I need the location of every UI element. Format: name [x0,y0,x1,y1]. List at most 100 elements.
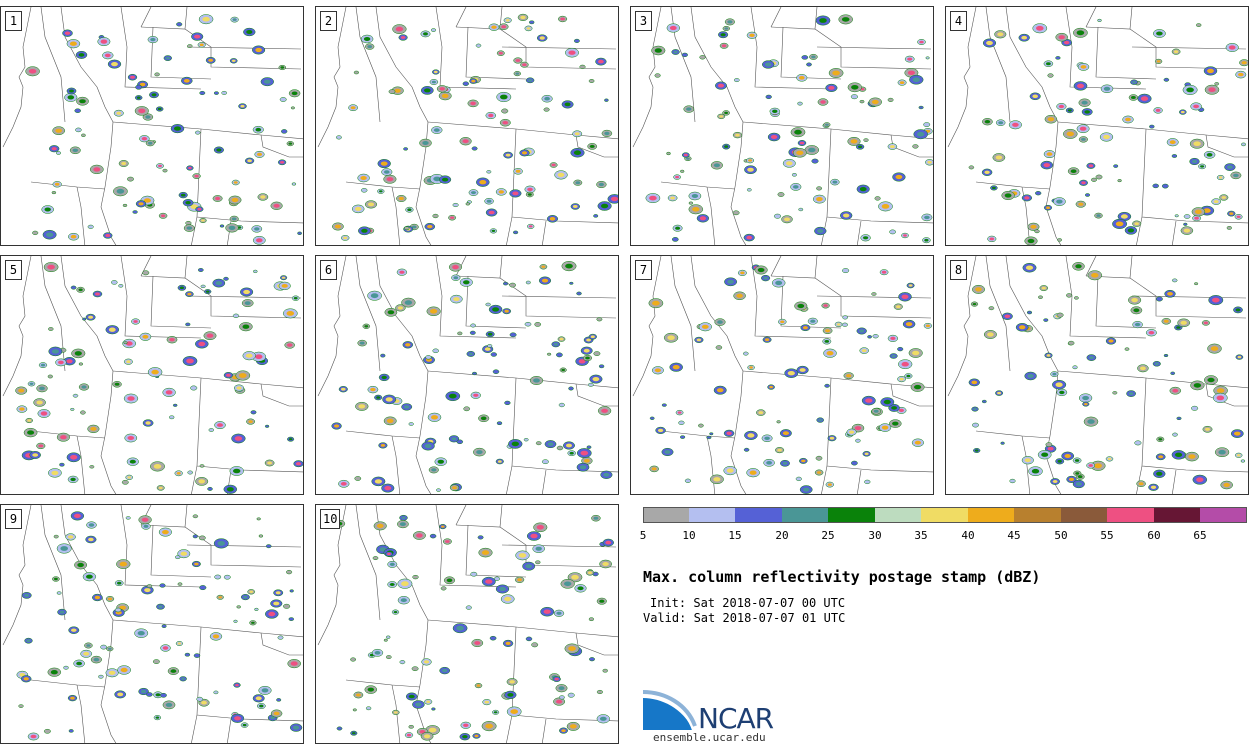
reflectivity-cell [1198,163,1207,170]
map-boundary [750,256,832,339]
reflectivity-cell [475,43,482,48]
map-boundary [1129,277,1247,319]
reflectivity-cell [391,609,400,615]
reflectivity-cell [706,435,712,440]
map-panel: 2 [315,6,619,246]
reflectivity-cell [377,159,391,169]
reflectivity-cell [169,415,175,420]
reflectivity-cell [254,607,259,611]
reflectivity-cell [859,347,869,354]
colorbar-tick: 50 [1054,529,1068,542]
reflectivity-cell [538,276,552,285]
reflectivity-cell [1137,93,1152,104]
reflectivity-cell [589,657,595,662]
reflectivity-cell [282,308,298,319]
reflectivity-cell [889,419,902,428]
reflectivity-cell [293,460,303,468]
colorbar-swatch [921,507,968,523]
map-boundary [501,46,617,50]
reflectivity-cell [1192,474,1208,485]
reflectivity-cell [776,420,781,424]
reflectivity-cell [675,409,684,416]
reflectivity-cell [360,188,368,193]
reflectivity-cell [688,191,702,201]
reflectivity-cell [1224,163,1236,171]
reflectivity-cell [488,23,500,31]
reflectivity-cell [568,386,574,391]
map-boundary [1141,128,1248,224]
reflectivity-cell [182,356,198,366]
reflectivity-cell [485,331,495,338]
reflectivity-cell [118,160,129,167]
reflectivity-cell [146,584,153,588]
reflectivity-cell [823,122,831,128]
reflectivity-cell [1122,115,1134,124]
map-boundary [260,632,303,656]
reflectivity-cell [450,294,463,304]
map-boundary [706,186,716,245]
reflectivity-cell [154,72,160,77]
panel-number: 4 [950,11,967,31]
reflectivity-cell [524,185,536,194]
reflectivity-cell [185,322,191,327]
reflectivity-cell [85,313,96,321]
reflectivity-cell [1149,124,1155,129]
reflectivity-cell [428,466,439,474]
map-boundary [184,526,302,568]
reflectivity-cell [1126,390,1136,397]
reflectivity-cell [365,43,375,50]
reflectivity-cell [1091,177,1097,182]
reflectivity-cell [913,129,928,140]
reflectivity-cell [535,441,542,446]
reflectivity-cell [193,653,201,658]
reflectivity-cell [649,465,659,473]
reflectivity-cell [792,148,807,158]
reflectivity-cell [699,55,706,60]
reflectivity-cell [850,94,858,100]
reflectivity-cell [909,74,924,85]
reflectivity-cell [796,74,808,82]
reflectivity-cell [912,144,919,149]
reflectivity-cell [923,122,931,127]
reflectivity-cell [80,649,93,658]
reflectivity-cell [1164,289,1176,298]
panel-number: 7 [635,260,652,280]
reflectivity-cell [812,194,826,204]
reflectivity-cell [424,222,436,231]
reflectivity-cell [574,584,587,593]
reflectivity-cell [412,700,425,709]
reflectivity-cell [1040,160,1054,170]
map-boundary [1172,469,1177,494]
reflectivity-cell [683,105,695,113]
reflectivity-cell [589,374,603,384]
reflectivity-cell [419,138,432,148]
reflectivity-cell [67,475,79,484]
reflectivity-cell [897,346,904,352]
reflectivity-cell [923,322,933,329]
reflectivity-cell [1169,386,1182,395]
reflectivity-cell [198,14,214,25]
map-boundary [506,465,513,494]
reflectivity-cell [724,18,735,26]
reflectivity-cell [596,689,603,695]
reflectivity-cell [1137,364,1149,373]
reflectivity-cell [191,32,204,41]
map-boundary [76,684,86,743]
reflectivity-cell [185,291,194,297]
reflectivity-cell [471,638,484,648]
reflectivity-cell [1018,33,1030,42]
reflectivity-cell [504,690,517,700]
reflectivity-cell [396,268,408,276]
reflectivity-cell [1105,456,1114,462]
map-boundary [120,7,202,90]
reflectivity-cell [82,317,87,321]
map-boundary [465,26,527,80]
reflectivity-cell [502,308,512,315]
reflectivity-cell [1044,352,1053,359]
reflectivity-cell [1087,270,1103,281]
reflectivity-cell [1239,59,1248,67]
reflectivity-cell [48,346,63,357]
reflectivity-cell [796,365,809,375]
reflectivity-cell [585,569,595,576]
reflectivity-cell [440,586,447,591]
